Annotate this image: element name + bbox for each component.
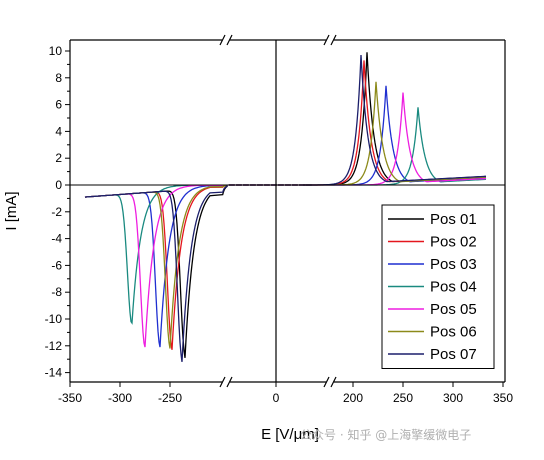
x-tick-label: 200 xyxy=(343,391,363,405)
series-5-negative-line xyxy=(84,184,228,348)
axis-break-mark xyxy=(330,34,337,46)
series-7-positive-line xyxy=(303,54,486,186)
y-tick-label: -10 xyxy=(45,312,63,326)
y-tick-label: 6 xyxy=(55,98,62,112)
y-tick-label: -14 xyxy=(45,366,63,380)
x-tick-label: 350 xyxy=(493,391,513,405)
axis-break-mark xyxy=(219,376,226,388)
series-3-negative-line xyxy=(84,184,228,348)
x-axis-title: E [V/μm] xyxy=(261,426,319,443)
y-tick-label: -2 xyxy=(51,205,62,219)
x-tick-label: -250 xyxy=(158,391,182,405)
y-tick-label: -12 xyxy=(45,339,63,353)
y-tick-label: 8 xyxy=(55,71,62,85)
legend-label-3: Pos 03 xyxy=(430,256,477,273)
x-tick-label: -300 xyxy=(108,391,132,405)
watermark-text: 公众号 · 知乎 @上海擎缓微电子 xyxy=(300,428,472,442)
y-tick-label: -4 xyxy=(51,232,62,246)
series-7-negative-line xyxy=(84,185,228,362)
series-1-negative-line xyxy=(84,185,228,358)
legend-label-6: Pos 06 xyxy=(430,324,477,341)
y-tick-label: -8 xyxy=(51,285,62,299)
legend-label-7: Pos 07 xyxy=(430,346,477,363)
x-tick-label: 250 xyxy=(393,391,413,405)
y-tick-label: 0 xyxy=(55,178,62,192)
series-6-negative-line xyxy=(84,184,228,349)
legend-label-5: Pos 05 xyxy=(430,301,477,318)
series-2-negative-line xyxy=(84,184,228,350)
y-axis-title: I [mA] xyxy=(3,191,20,230)
axis-break-mark xyxy=(226,376,233,388)
x-tick-label: -350 xyxy=(58,391,82,405)
y-tick-label: 2 xyxy=(55,151,62,165)
series-4-positive-line xyxy=(303,107,487,186)
axis-break-mark xyxy=(323,376,330,388)
x-tick-label: 300 xyxy=(443,391,463,405)
axis-break-mark xyxy=(330,376,337,388)
y-tick-label: -6 xyxy=(51,258,62,272)
y-tick-label: 10 xyxy=(49,44,63,58)
legend-label-1: Pos 01 xyxy=(430,211,477,228)
x-tick-label: 0 xyxy=(273,391,280,405)
series-3-positive-line xyxy=(303,85,487,186)
axis-break-mark xyxy=(323,34,330,46)
legend-label-2: Pos 02 xyxy=(430,234,477,251)
axis-break-mark xyxy=(219,34,226,46)
axis-break-mark xyxy=(226,34,233,46)
y-tick-label: 4 xyxy=(55,124,62,138)
series-6-positive-line xyxy=(303,81,486,186)
series-5-positive-line xyxy=(303,92,487,186)
legend-label-4: Pos 04 xyxy=(430,279,477,296)
